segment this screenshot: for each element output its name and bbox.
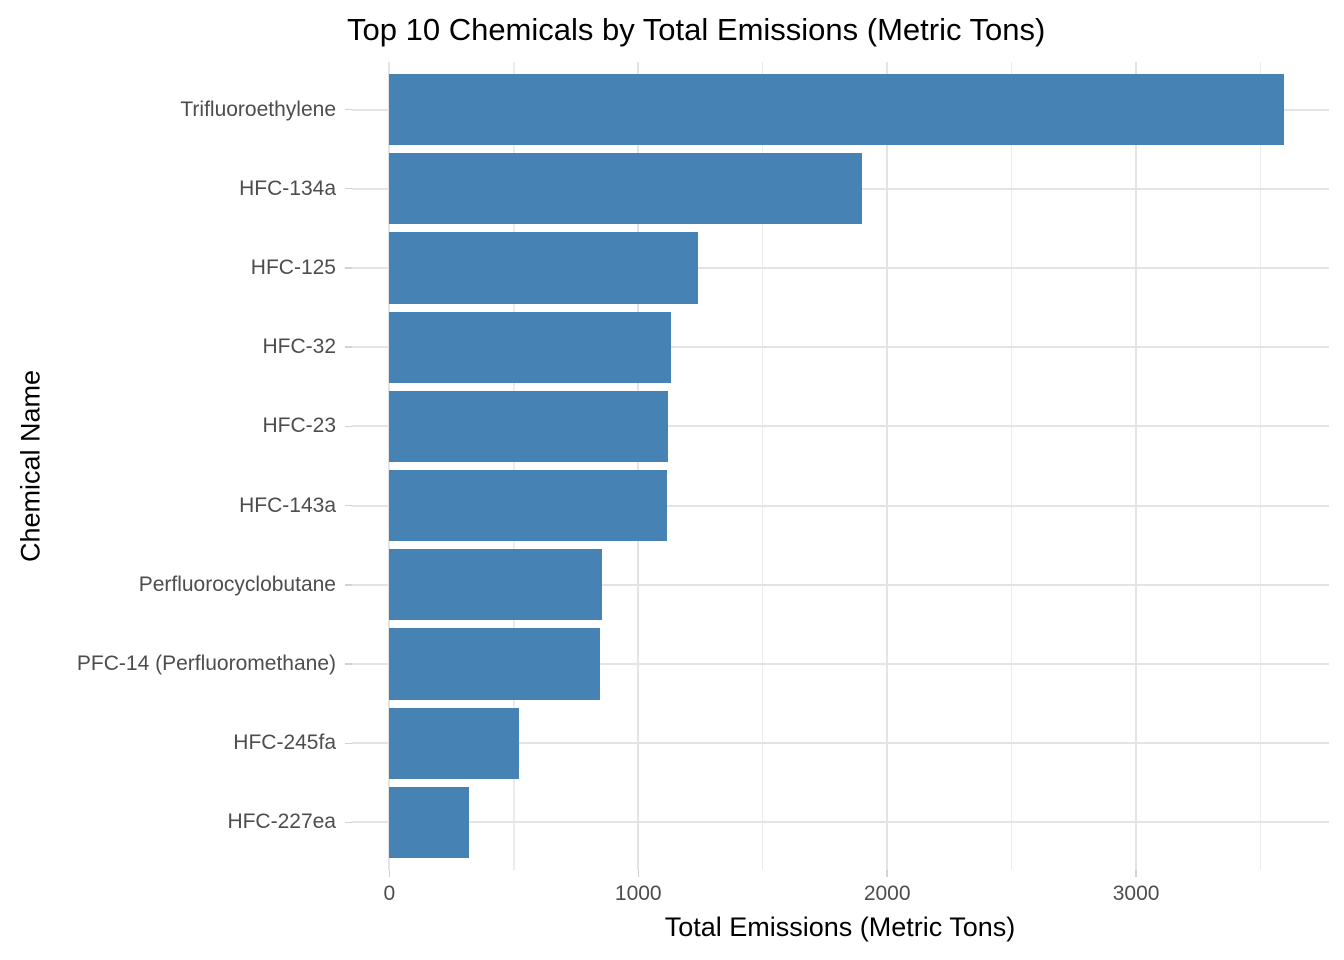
x-tick-label: 0 bbox=[383, 882, 396, 905]
x-axis-tick bbox=[388, 870, 391, 877]
x-axis-title: Total Emissions (Metric Tons) bbox=[664, 912, 1016, 942]
y-axis-tick bbox=[345, 267, 352, 269]
bar bbox=[389, 786, 469, 859]
bar bbox=[389, 390, 669, 463]
y-axis-label: HFC-125 bbox=[250, 255, 336, 279]
y-axis-tick bbox=[345, 346, 352, 348]
y-axis-label: Trifluoroethylene bbox=[180, 97, 336, 121]
y-axis-label: PFC-14 (Perfluoromethane) bbox=[76, 652, 336, 676]
x-tick-label: 2000 bbox=[863, 882, 911, 905]
y-axis-labels: Trifluoroethylene HFC-134a HFC-125 HFC-32 HF… bbox=[0, 62, 336, 870]
bar bbox=[389, 707, 519, 779]
gridline-major bbox=[1135, 62, 1138, 870]
gridline-major bbox=[388, 62, 391, 870]
x-axis-tick bbox=[1135, 870, 1137, 877]
y-axis-label: HFC-134a bbox=[239, 176, 336, 200]
plot-panel bbox=[352, 62, 1329, 870]
gridline-major bbox=[637, 62, 640, 870]
bar bbox=[389, 73, 1285, 146]
y-axis-tick bbox=[345, 584, 352, 586]
y-axis-tick bbox=[345, 504, 352, 507]
gridline-minor bbox=[513, 62, 515, 870]
gridline-major bbox=[352, 742, 1329, 745]
y-axis-label: HFC-143a bbox=[239, 493, 336, 517]
gridline-minor bbox=[761, 62, 764, 870]
bar bbox=[389, 628, 600, 700]
y-axis-tick bbox=[345, 108, 352, 111]
y-axis-tick bbox=[345, 742, 352, 744]
y-axis-tick bbox=[345, 187, 352, 190]
gridline-major bbox=[352, 821, 1329, 824]
bar bbox=[389, 549, 603, 621]
y-axis-label: HFC-23 bbox=[262, 414, 336, 438]
y-axis-label: Perfluorocyclobutane bbox=[138, 572, 336, 596]
gridline-major bbox=[352, 583, 1329, 586]
x-axis-tick bbox=[886, 870, 888, 877]
y-axis-tick bbox=[345, 425, 352, 428]
gridline-major bbox=[352, 266, 1329, 269]
chart-title: Top 10 Chemicals by Total Emissions (Met… bbox=[347, 12, 1046, 47]
y-axis-label: HFC-227ea bbox=[227, 810, 336, 834]
x-tick-label: 3000 bbox=[1112, 882, 1160, 905]
x-tick-label: 1000 bbox=[614, 882, 662, 905]
gridline-major bbox=[352, 663, 1329, 666]
y-axis-label: HFC-32 bbox=[262, 335, 336, 359]
gridline-major bbox=[886, 62, 889, 870]
gridline-major bbox=[352, 346, 1329, 349]
bar bbox=[389, 311, 671, 383]
gridline-major bbox=[352, 425, 1329, 428]
bar bbox=[389, 469, 667, 542]
y-axis-tick bbox=[345, 663, 352, 665]
gridline-minor bbox=[1010, 62, 1013, 870]
gridline-minor bbox=[1259, 62, 1262, 870]
gridline-major bbox=[352, 504, 1329, 507]
bar bbox=[389, 153, 863, 225]
bar bbox=[389, 232, 698, 304]
y-axis-label: HFC-245fa bbox=[233, 731, 336, 755]
y-axis-tick bbox=[345, 821, 352, 824]
x-axis-tick bbox=[637, 870, 639, 877]
